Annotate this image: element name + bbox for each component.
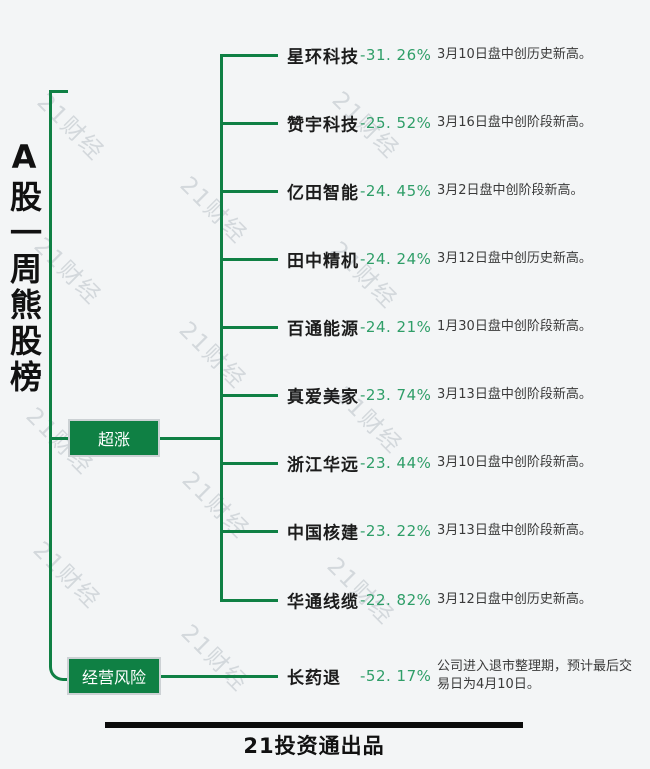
stock-change: -22. 82% (360, 591, 432, 609)
tree-connector-root-top (49, 90, 68, 93)
stock-note: 3月13日盘中创阶段新高。 (437, 386, 592, 402)
branch-label: 超涨 (97, 430, 130, 449)
stock-row: 中国核建 -23. 22% 3月13日盘中创阶段新高。 (287, 517, 647, 545)
watermark: 21财经 (31, 88, 109, 167)
stock-row: 浙江华远 -23. 44% 3月10日盘中创阶段新高。 (287, 449, 647, 477)
publisher-credit: 21投资通出品 (243, 734, 385, 758)
stock-change: -23. 22% (360, 522, 432, 540)
stock-row: 真爱美家 -23. 74% 3月13日盘中创阶段新高。 (287, 381, 647, 409)
stock-note: 3月10日盘中创阶段新高。 (437, 454, 592, 470)
page-title: A股一周熊股榜 (5, 138, 43, 396)
tree-connector-item (220, 121, 278, 125)
stock-name: 赞宇科技 (287, 115, 359, 136)
tree-connector-item (220, 461, 278, 465)
footer-divider (105, 722, 523, 728)
watermark: 21财经 (175, 619, 253, 698)
tree-connector-risk (159, 674, 278, 678)
tree-connector-item (220, 189, 278, 193)
stock-change: -23. 44% (360, 454, 432, 472)
stock-row: 田中精机 -24. 24% 3月12日盘中创历史新高。 (287, 245, 647, 273)
branch-label: 经营风险 (81, 668, 146, 687)
stock-note: 3月12日盘中创历史新高。 (437, 591, 592, 607)
stock-name: 中国核建 (287, 523, 359, 544)
stock-row: 长药退 -52. 17% 公司进入退市整理期，预计最后交易日为4月10日。 (287, 659, 647, 692)
stock-name: 真爱美家 (287, 387, 359, 408)
tree-connector-item (220, 598, 278, 602)
stock-change: -24. 45% (360, 182, 432, 200)
stock-name: 星环科技 (287, 47, 359, 68)
watermark: 21财经 (174, 171, 252, 250)
branch-node-risk: 经营风险 (67, 657, 161, 695)
stock-change: -25. 52% (360, 114, 432, 132)
stock-change: -23. 74% (360, 386, 432, 404)
stock-name: 长药退 (287, 668, 341, 689)
stock-name: 百通能源 (287, 319, 359, 340)
stock-change: -52. 17% (360, 667, 432, 685)
stock-note: 3月12日盘中创历史新高。 (437, 250, 592, 266)
stock-name: 亿田智能 (287, 183, 359, 204)
stock-note: 3月13日盘中创阶段新高。 (437, 522, 592, 538)
stock-note: 3月10日盘中创历史新高。 (437, 46, 592, 62)
stock-note: 3月2日盘中创阶段新高。 (437, 182, 584, 198)
stock-note: 公司进入退市整理期，预计最后交易日为4月10日。 (437, 658, 633, 692)
tree-connector-item (220, 529, 278, 533)
watermark: 21财经 (173, 316, 251, 395)
tree-connector-item (220, 53, 278, 57)
stock-change: -24. 24% (360, 250, 432, 268)
stock-row: 亿田智能 -24. 45% 3月2日盘中创阶段新高。 (287, 177, 647, 205)
stock-row: 华通线缆 -22. 82% 3月12日盘中创历史新高。 (287, 586, 647, 614)
stock-note: 3月16日盘中创阶段新高。 (437, 114, 592, 130)
stock-name: 浙江华远 (287, 455, 359, 476)
stock-row: 百通能源 -24. 21% 1月30日盘中创阶段新高。 (287, 313, 647, 341)
stock-row: 星环科技 -31. 26% 3月10日盘中创历史新高。 (287, 41, 647, 69)
tree-connector-item (220, 257, 278, 261)
tree-connector-item (220, 325, 278, 329)
stock-note: 1月30日盘中创阶段新高。 (437, 318, 592, 334)
branch-node-overrise: 超涨 (68, 419, 160, 457)
tree-connector-item (220, 393, 278, 397)
stock-name: 田中精机 (287, 251, 359, 272)
tree-connector-root-corner (49, 598, 71, 681)
tree-connector-root-spine (49, 90, 52, 600)
stock-change: -24. 21% (360, 318, 432, 336)
stock-change: -31. 26% (360, 46, 432, 64)
stock-row: 赞宇科技 -25. 52% 3月16日盘中创阶段新高。 (287, 109, 647, 137)
stock-name: 华通线缆 (287, 592, 359, 613)
